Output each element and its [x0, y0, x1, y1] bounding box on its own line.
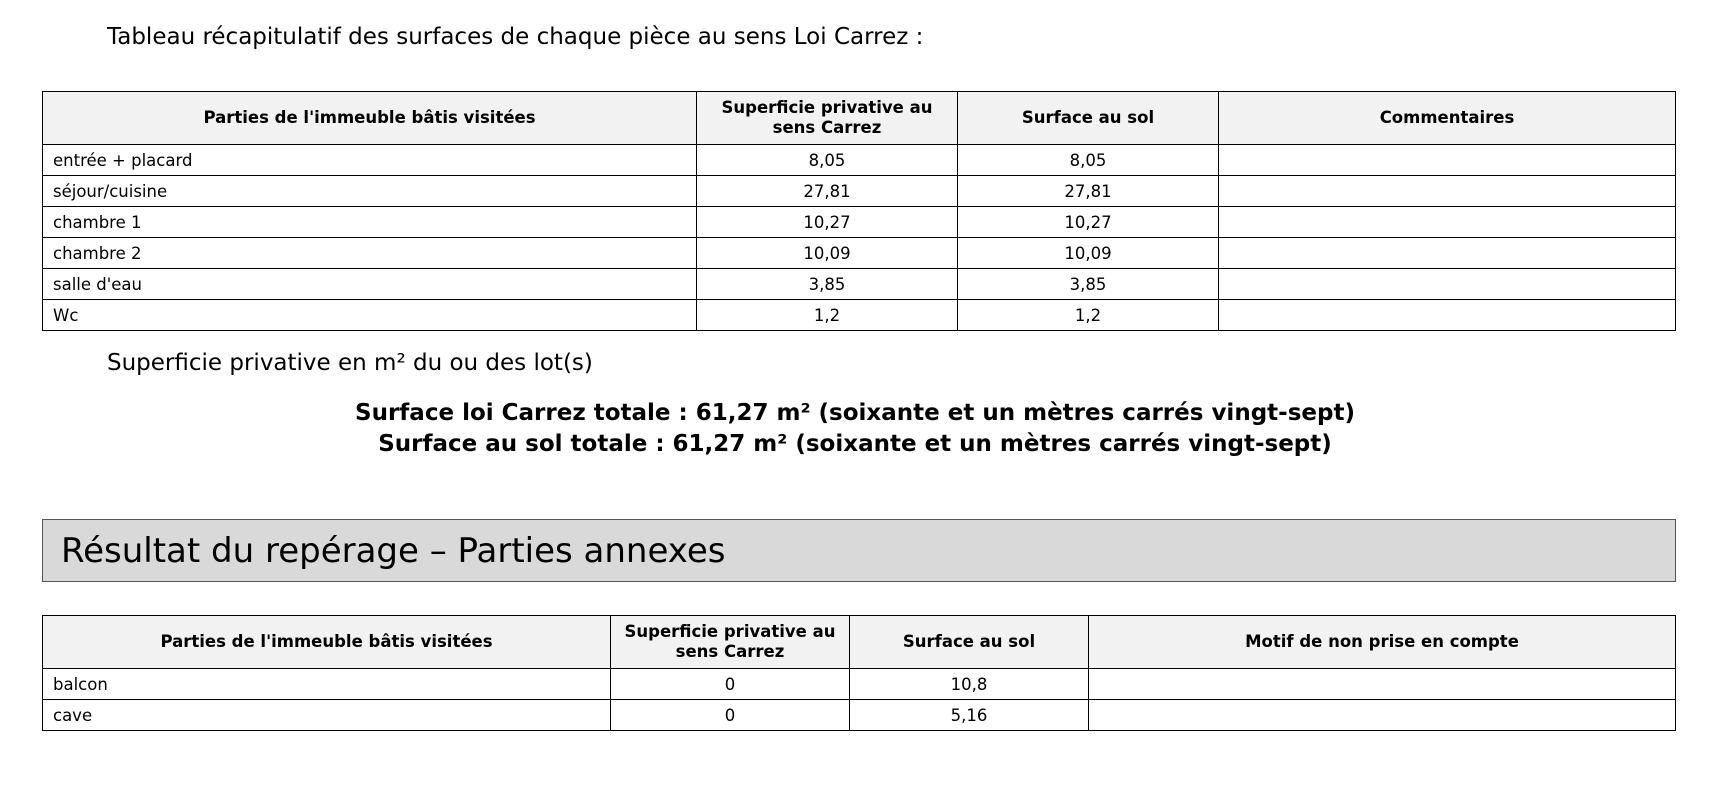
header-carrez: Superficie privative au sens Carrez: [696, 91, 958, 145]
total-sol: Surface au sol totale : 61,27 m² (soixan…: [378, 431, 1332, 457]
cell-partie: séjour/cuisine: [42, 175, 697, 207]
header-sol: Surface au sol: [957, 91, 1219, 145]
total-carrez: Surface loi Carrez totale : 61,27 m² (so…: [355, 400, 1355, 426]
cell-comment: [1088, 699, 1676, 731]
table-row: séjour/cuisine 27,81 27,81: [42, 175, 1676, 207]
header-motif: Motif de non prise en compte: [1088, 615, 1676, 669]
cell-sol: 10,8: [849, 668, 1089, 700]
header-parties: Parties de l'immeuble bâtis visitées: [42, 91, 697, 145]
header-sol: Surface au sol: [849, 615, 1089, 669]
table-row: chambre 2 10,09 10,09: [42, 237, 1676, 269]
cell-sol: 3,85: [957, 268, 1219, 300]
cell-sol: 10,09: [957, 237, 1219, 269]
table-intro: Tableau récapitulatif des surfaces de ch…: [107, 24, 924, 50]
header-parties: Parties de l'immeuble bâtis visitées: [42, 615, 611, 669]
table-header-row: Parties de l'immeuble bâtis visitées Sup…: [42, 615, 1676, 669]
header-commentaires: Commentaires: [1218, 91, 1676, 145]
cell-carrez: 1,2: [696, 299, 958, 331]
table-row: chambre 1 10,27 10,27: [42, 206, 1676, 238]
cell-comment: [1218, 237, 1676, 269]
cell-carrez: 0: [610, 699, 850, 731]
lots-label: Superficie privative en m² du ou des lot…: [107, 350, 593, 376]
cell-partie: entrée + placard: [42, 144, 697, 176]
cell-carrez: 3,85: [696, 268, 958, 300]
cell-carrez: 10,09: [696, 237, 958, 269]
table-header-row: Parties de l'immeuble bâtis visitées Sup…: [42, 91, 1676, 145]
cell-comment: [1088, 668, 1676, 700]
annexes-table: Parties de l'immeuble bâtis visitées Sup…: [42, 615, 1676, 731]
table-row: salle d'eau 3,85 3,85: [42, 268, 1676, 300]
table-row: Wc 1,2 1,2: [42, 299, 1676, 331]
cell-partie: cave: [42, 699, 611, 731]
cell-carrez: 0: [610, 668, 850, 700]
cell-carrez: 8,05: [696, 144, 958, 176]
carrez-table: Parties de l'immeuble bâtis visitées Sup…: [42, 91, 1676, 331]
cell-sol: 27,81: [957, 175, 1219, 207]
cell-comment: [1218, 175, 1676, 207]
cell-partie: chambre 1: [42, 206, 697, 238]
cell-carrez: 27,81: [696, 175, 958, 207]
cell-sol: 5,16: [849, 699, 1089, 731]
cell-comment: [1218, 299, 1676, 331]
cell-partie: salle d'eau: [42, 268, 697, 300]
section-title: Résultat du repérage – Parties annexes: [42, 519, 1676, 582]
cell-comment: [1218, 268, 1676, 300]
header-carrez: Superficie privative au sens Carrez: [610, 615, 850, 669]
cell-sol: 8,05: [957, 144, 1219, 176]
table-row: balcon 0 10,8: [42, 668, 1676, 700]
table-row: entrée + placard 8,05 8,05: [42, 144, 1676, 176]
cell-comment: [1218, 206, 1676, 238]
cell-comment: [1218, 144, 1676, 176]
cell-partie: chambre 2: [42, 237, 697, 269]
cell-partie: balcon: [42, 668, 611, 700]
table-row: cave 0 5,16: [42, 699, 1676, 731]
cell-sol: 1,2: [957, 299, 1219, 331]
cell-carrez: 10,27: [696, 206, 958, 238]
cell-partie: Wc: [42, 299, 697, 331]
cell-sol: 10,27: [957, 206, 1219, 238]
